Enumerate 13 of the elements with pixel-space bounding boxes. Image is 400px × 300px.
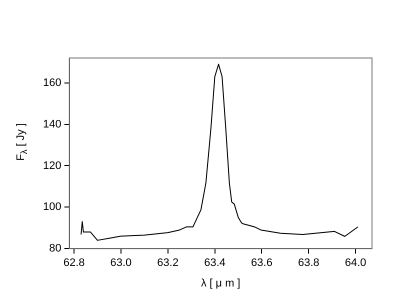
y-tick-label: 160 <box>42 76 62 89</box>
x-tick-label: 64.0 <box>344 257 366 270</box>
y-tick-label: 140 <box>42 118 62 130</box>
y-tick-label: 100 <box>42 201 62 214</box>
x-tick-label: 63.4 <box>204 257 226 270</box>
x-tick-label: 63.8 <box>298 257 320 270</box>
x-tick-label: 63.6 <box>251 257 272 270</box>
y-tick-label: 120 <box>42 160 62 172</box>
y-tick-label: 80 <box>49 242 62 255</box>
x-tick-label: 62.8 <box>63 257 85 270</box>
x-axis-title: λ [ μ m ] <box>201 277 240 290</box>
x-tick-label: 63.2 <box>157 257 179 270</box>
x-tick-label: 63.0 <box>110 257 132 270</box>
